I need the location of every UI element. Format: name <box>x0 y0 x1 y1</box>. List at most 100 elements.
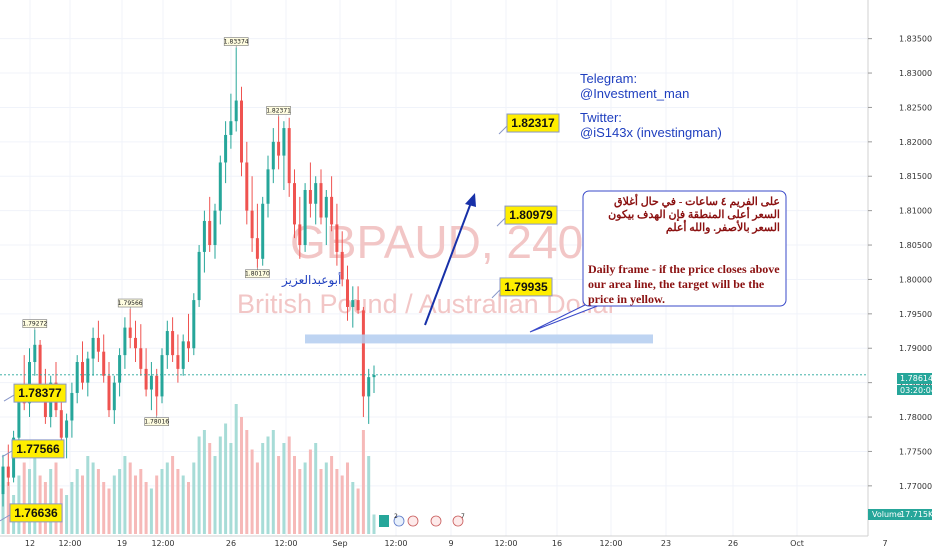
price-axis[interactable]: 1.770001.775001.780001.785001.790001.795… <box>868 35 932 491</box>
candle-body <box>319 183 323 218</box>
level-pointer <box>1 450 13 458</box>
volume-bar <box>218 436 222 534</box>
trend-arrow[interactable] <box>424 199 473 326</box>
flag-icon <box>430 515 442 527</box>
event-icon <box>379 515 389 527</box>
time-axis[interactable]: 12 12:00 19 12:00 26 12:00 Sep 12:00 9 12:00 16 12:… <box>25 539 888 548</box>
candle-body <box>255 238 259 259</box>
volume-bar <box>282 443 286 534</box>
candle-body <box>271 141 275 170</box>
x-tick-label: 12:00 <box>494 539 517 548</box>
marker-box <box>245 269 270 279</box>
volume-bar <box>287 436 291 534</box>
y-tick-label: 1.82000 <box>899 138 932 147</box>
volume-bar <box>324 462 328 534</box>
note-arabic: على الفريم ٤ ساعات - في حال أغلاق السعر … <box>608 196 780 234</box>
candle-body <box>346 279 349 307</box>
event-icons[interactable]: 2 7 <box>379 513 465 527</box>
candle-body <box>38 344 42 387</box>
volume-bar <box>356 488 360 534</box>
volume-bar <box>54 462 58 534</box>
flag-icon <box>407 515 419 527</box>
candle-body <box>187 341 190 349</box>
marker-box <box>223 37 249 46</box>
volume-bar <box>192 462 196 534</box>
y-tick-label: 1.77500 <box>899 447 932 456</box>
volume-bar <box>197 436 201 534</box>
volume-bar <box>314 443 318 534</box>
volume-bar <box>229 443 233 534</box>
candle-body <box>218 162 222 211</box>
target-box <box>504 205 558 225</box>
candle-body <box>28 362 31 404</box>
level-pointer <box>0 514 11 522</box>
candle-body <box>171 331 175 356</box>
twitter-label: Twitter: <box>580 110 622 125</box>
countdown-tag <box>897 385 932 395</box>
volume-bar <box>139 469 143 534</box>
volume-bar <box>96 469 100 534</box>
volume-bar <box>91 462 95 534</box>
volume-bar <box>208 443 212 534</box>
candle-body <box>266 169 270 204</box>
candle-body <box>86 358 90 383</box>
social-text: Telegram: @Investment_man Twitter: @iS14… <box>580 71 722 140</box>
volume-bar <box>171 456 175 534</box>
candle-body <box>335 224 339 252</box>
y-tick-label: 1.83500 <box>899 35 932 44</box>
volume-bar <box>271 430 275 534</box>
volume-bars <box>1 404 376 534</box>
area-zone[interactable] <box>305 334 653 344</box>
target-price: 1.82317 <box>511 116 555 130</box>
arabic-name: أبوعبدالعزيز <box>281 272 341 288</box>
volume-bar <box>86 456 90 534</box>
volume-bar <box>277 456 281 534</box>
volume-bar <box>160 469 164 534</box>
target-labels: 1.82317 1.80979 1.79935 <box>491 113 560 299</box>
y-tick-label: 1.77000 <box>899 482 932 491</box>
volume-tag <box>868 509 932 520</box>
candle-body <box>139 348 143 369</box>
volume-bar <box>213 456 217 534</box>
volume-bar <box>128 462 132 534</box>
x-tick-label: Sep <box>332 539 347 548</box>
candle-body <box>165 331 169 356</box>
level-pointer <box>3 394 15 402</box>
volume-bar <box>346 462 349 534</box>
left-level-labels: 1.78377 1.77566 1.76636 <box>0 383 67 523</box>
y-tick-label: 1.78000 <box>899 413 932 422</box>
volume-bar <box>234 404 238 534</box>
volume-bar <box>70 482 74 534</box>
candle-body <box>160 355 164 397</box>
volume-bar <box>112 475 116 534</box>
candle-body <box>128 327 132 338</box>
candle-body <box>149 375 153 390</box>
y-tick-label: 1.81500 <box>899 172 932 181</box>
candle-body <box>176 355 180 369</box>
volume-bar <box>240 417 243 534</box>
candle-body <box>372 375 376 378</box>
candle-body <box>250 210 254 239</box>
x-tick-label: 16 <box>552 539 562 548</box>
candle-body <box>340 251 344 280</box>
x-tick-label: 26 <box>728 539 738 548</box>
marker-label: 1.79272 <box>22 321 47 328</box>
volume-bar <box>22 462 26 534</box>
candle-body <box>17 392 21 438</box>
volume-bar <box>118 469 122 534</box>
x-tick-label: 23 <box>661 539 671 548</box>
volume-bar <box>165 462 169 534</box>
volume-bar <box>107 488 111 534</box>
x-tick-label: 19 <box>117 539 127 548</box>
flag-icon <box>452 515 464 527</box>
candle-body <box>351 300 355 307</box>
candle-body <box>308 190 312 204</box>
candle-body <box>96 337 100 352</box>
candle-body <box>81 362 84 383</box>
volume-bar <box>298 469 302 534</box>
level-box <box>11 439 65 459</box>
candle-body <box>123 327 127 356</box>
callout-box[interactable] <box>582 190 787 307</box>
marker-label: 1.82371 <box>266 107 291 114</box>
